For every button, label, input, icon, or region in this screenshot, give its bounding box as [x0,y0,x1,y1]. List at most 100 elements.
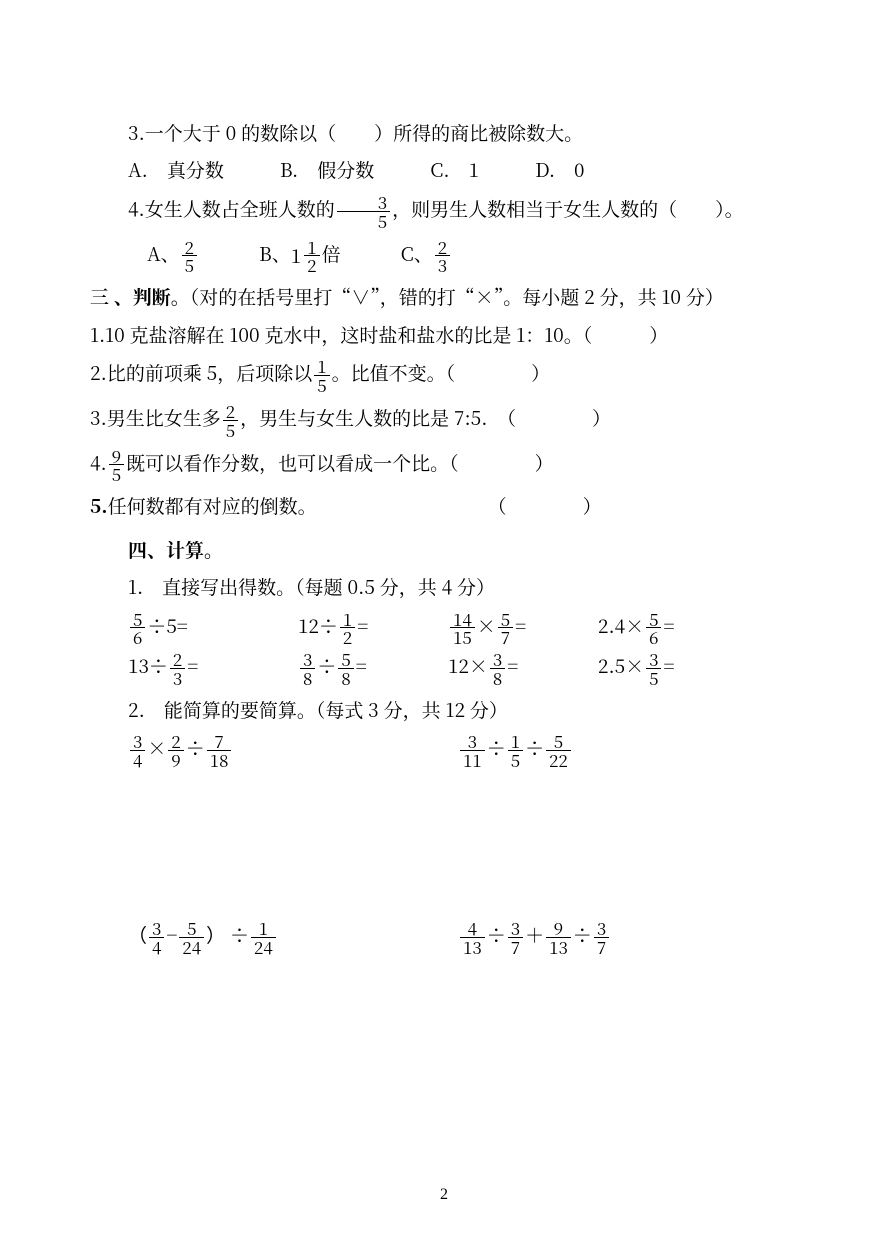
eq: 12÷ [298,612,338,639]
op: × [477,612,496,639]
q4-text-pre: 4.女生人数占全班人数的 [128,195,335,222]
calc-row-2: 13÷23= 38÷58= 12×38= 2.5×35= [90,650,798,687]
frac: 718 [207,732,232,769]
frac: 58 [338,650,353,687]
text: 。比值不变。（ ） [332,359,551,386]
calc-2-a: 13÷23= [128,650,298,687]
calc-1-d: 2.4×56= [598,610,748,647]
q3-opt-a: A. 真分数 [128,155,224,184]
frac: 37 [508,919,523,956]
eq: 13÷ [128,652,168,679]
frac: 35 [646,650,661,687]
page-number: 2 [0,1183,888,1208]
text: 2.比的前项乘 5，后项除以 [90,359,312,386]
frac: 95 [109,447,124,484]
frac-d: 3 [435,255,450,274]
q3-opt-d: D. 0 [535,155,584,184]
frac-d: 8 [300,668,315,687]
calc-2-b: 38÷58= [298,650,448,687]
text: 3.男生比女生多 [90,404,221,431]
frac-d: 8 [338,668,353,687]
calc-2-d: 2.5×35= [598,650,748,687]
frac: 29 [168,732,183,769]
s4-p1: 1. 直接写出得数。（每题 0.5 分，共 4 分） [90,572,798,601]
frac: 12 [340,610,355,647]
frac-d: 4 [149,937,164,956]
workspace-gap [90,769,798,919]
text: 4. [90,449,107,476]
op: ÷ [487,735,506,762]
frac: 23 [435,238,450,275]
s3-item-3: 3.男生比女生多25，男生与女生人数的比是 7:5. （ ） [90,402,798,439]
frac-d: 6 [130,627,145,646]
q4-stem: 4.女生人数占全班人数的35，则男生人数相当于女生人数的（ ）。 [90,193,798,230]
s3-item-4: 4.95既可以看作分数，也可以看成一个比。（ ） [90,447,798,484]
frac: 311 [460,732,485,769]
op: ＋ [525,921,544,948]
op: ÷ [573,921,592,948]
expr-4: 413÷37＋913÷37 [458,919,788,956]
opt-label: A、 [147,240,180,267]
frac-d: 22 [546,750,571,769]
expr-row-2: （34−524） ÷124 413÷37＋913÷37 [90,919,798,956]
right-paren: ） [206,922,225,951]
frac: 56 [130,610,145,647]
frac-d: 9 [168,750,183,769]
eq: = [663,652,674,679]
frac-d: 13 [546,937,571,956]
eq: 2.5× [598,652,644,679]
frac: 37 [594,919,609,956]
text: 既可以看作分数，也可以看成一个比。（ ） [126,449,554,476]
frac-d: 15 [450,627,475,646]
eq: 12× [448,652,488,679]
mixed-whole: 1 [291,241,301,270]
calc-1-b: 12÷12= [298,610,448,647]
q4-text-post: ，则男生人数相当于女生人数的（ ）。 [392,195,744,222]
frac-d: 7 [594,937,609,956]
frac: 25 [182,238,197,275]
s3-title: 三 、判断。 [90,283,190,310]
op: ÷ [317,652,336,679]
frac-d: 13 [460,937,485,956]
eq: 2.4× [598,612,644,639]
op: ÷ [487,921,506,948]
frac: 124 [251,919,276,956]
frac: 57 [498,610,513,647]
frac: 15 [314,357,329,394]
frac: 25 [223,402,238,439]
expr-row-1: 34×29÷718 311÷15÷522 [90,732,798,769]
s3-item-2: 2.比的前项乘 5，后项除以15。比值不变。（ ） [90,357,798,394]
page: 3.一个大于 0 的数除以（ ）所得的商比被除数大。 A. 真分数 B. 假分数… [0,0,888,1258]
frac-d: 18 [207,750,232,769]
s3-item-5: 5.任何数都有对应的倒数。 （ ） [90,491,798,520]
op: × [147,735,166,762]
frac: 413 [460,919,485,956]
s3-i5-text: 任何数都有对应的倒数。 （ ） [108,492,602,519]
frac: 23 [170,650,185,687]
frac-d: 4 [130,750,145,769]
frac-d: 3 [170,668,185,687]
expr-2: 311÷15÷522 [458,732,788,769]
frac: 15 [508,732,523,769]
q3-stem: 3.一个大于 0 的数除以（ ）所得的商比被除数大。 [90,118,798,147]
eq: ÷5= [147,612,187,639]
frac-d: 7 [508,937,523,956]
frac: 34 [130,732,145,769]
expr-1: 34×29÷718 [128,732,458,769]
opt-label: B、 [259,240,291,267]
expr-3: （34−524） ÷124 [128,919,458,956]
frac: 913 [546,919,571,956]
q3-opt-c: C. 1 [430,155,479,184]
op: ÷ [186,735,205,762]
q4-options: A、25 B、112倍 C、23 [90,238,798,275]
q4-opt-b: B、112倍 [259,238,341,275]
eq: = [356,652,367,679]
text: ，男生与女生人数的比是 7:5. （ ） [240,404,611,431]
frac-d: 7 [498,627,513,646]
frac-d: 5 [109,464,124,483]
frac: 524 [179,919,204,956]
s3-header: 三 、判断。（对的在括号里打“∨”，错的打“×”。每小题 2 分，共 10 分） [90,282,798,311]
frac: 12 [304,238,319,275]
frac: 56 [646,610,661,647]
op: ÷ [230,921,249,948]
